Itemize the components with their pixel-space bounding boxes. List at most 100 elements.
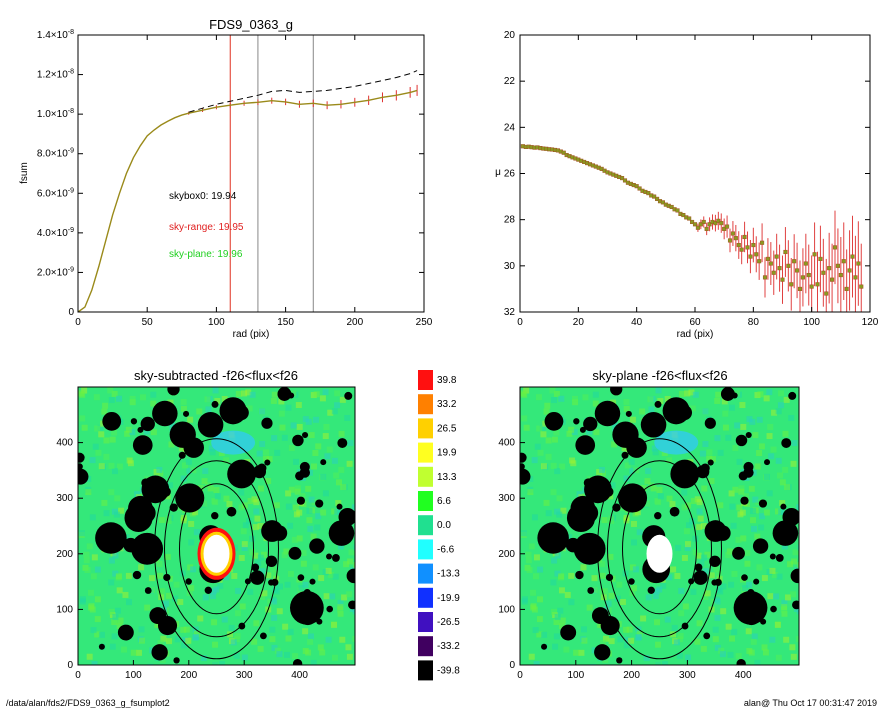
image-texture: [254, 515, 261, 522]
image-texture: [708, 572, 715, 579]
image-texture: [223, 495, 230, 502]
image-texture: [559, 463, 566, 470]
masked-source: [583, 478, 593, 488]
mu-point: [824, 291, 829, 296]
image-texture: [746, 581, 753, 588]
image-texture: [339, 396, 346, 403]
image-texture: [226, 501, 233, 508]
image-texture: [218, 450, 225, 457]
mu-point: [695, 225, 700, 230]
mu-xtick-label: 100: [803, 317, 820, 328]
image-texture: [338, 466, 345, 473]
image-texture: [790, 460, 797, 467]
image-texture: [249, 549, 256, 556]
image-texture: [654, 497, 661, 504]
masked-source: [117, 624, 134, 641]
image-texture: [692, 391, 699, 398]
image-texture: [754, 463, 761, 470]
image-texture: [310, 533, 317, 540]
image-texture: [624, 636, 631, 643]
image-texture: [798, 433, 799, 440]
mu-point: [821, 270, 826, 275]
image-texture: [534, 443, 541, 450]
exponent: -8: [68, 69, 74, 76]
masked-source: [711, 579, 718, 586]
mu-point: [690, 219, 695, 225]
image-texture: [217, 582, 224, 589]
image-texture: [334, 402, 341, 409]
image-texture: [744, 550, 751, 557]
fsum-ytick-label: 4.0×10-9: [37, 227, 74, 239]
image-texture: [209, 449, 216, 456]
image-ytick-label: 300: [56, 493, 73, 504]
masked-source: [178, 451, 186, 459]
mu-xtick-label: 0: [517, 317, 523, 328]
aperture-ellipse-2: [154, 438, 279, 660]
image-texture: [580, 564, 587, 571]
image-texture: [728, 635, 735, 642]
masked-source: [573, 418, 580, 425]
image-texture: [296, 423, 303, 430]
image-texture: [738, 485, 745, 492]
image-texture: [554, 570, 561, 577]
image-texture: [331, 508, 338, 515]
image-texture: [761, 644, 768, 651]
mu-point: [853, 275, 858, 280]
image-texture: [143, 428, 150, 435]
colorbar-label: -6.6: [437, 544, 455, 555]
image-texture: [624, 462, 631, 469]
image-texture: [346, 653, 353, 660]
image-texture: [271, 614, 278, 621]
image-texture: [735, 653, 742, 660]
image-texture: [621, 445, 628, 452]
image-texture: [314, 524, 321, 531]
image-texture: [185, 637, 192, 644]
image-texture: [748, 485, 755, 492]
image-texture: [83, 557, 90, 564]
image-texture: [331, 654, 338, 661]
image-texture: [129, 399, 136, 406]
image-texture: [115, 573, 122, 580]
image-texture: [233, 636, 240, 643]
image-texture: [84, 566, 91, 573]
image-texture: [339, 636, 346, 643]
mu-ytick-label: 28: [504, 215, 516, 226]
masked-source: [541, 643, 548, 650]
image-texture: [644, 478, 651, 485]
image-texture: [311, 463, 318, 470]
image-texture: [728, 581, 735, 588]
mu-point: [806, 273, 811, 278]
image-texture: [221, 616, 228, 623]
image-texture: [181, 636, 188, 643]
image-texture: [697, 515, 704, 522]
image-texture: [212, 387, 219, 394]
image-texture: [168, 441, 175, 448]
image-texture: [281, 552, 288, 559]
image-texture: [158, 517, 165, 524]
image-texture: [118, 507, 125, 514]
galaxy-core: [646, 534, 673, 573]
image-texture: [261, 551, 268, 558]
image-texture: [188, 539, 195, 546]
image-texture: [323, 593, 330, 600]
image-texture: [605, 600, 612, 607]
image-texture: [327, 409, 334, 416]
masked-source: [259, 632, 267, 640]
masked-source: [770, 605, 777, 613]
image-ytick-label: 200: [56, 549, 73, 560]
masked-source: [169, 503, 178, 512]
image-texture: [715, 571, 722, 578]
image-ytick-label: 0: [67, 660, 73, 671]
mu-point: [827, 266, 832, 271]
image-texture: [708, 478, 715, 485]
image-texture: [227, 631, 234, 638]
image-texture: [251, 638, 258, 645]
masked-source: [157, 616, 178, 636]
masked-source: [326, 605, 333, 613]
image-texture: [603, 606, 610, 613]
masked-source: [346, 568, 355, 584]
image-texture: [636, 630, 643, 637]
image-texture: [750, 517, 757, 524]
image-texture: [543, 499, 550, 506]
masked-source: [610, 387, 623, 396]
